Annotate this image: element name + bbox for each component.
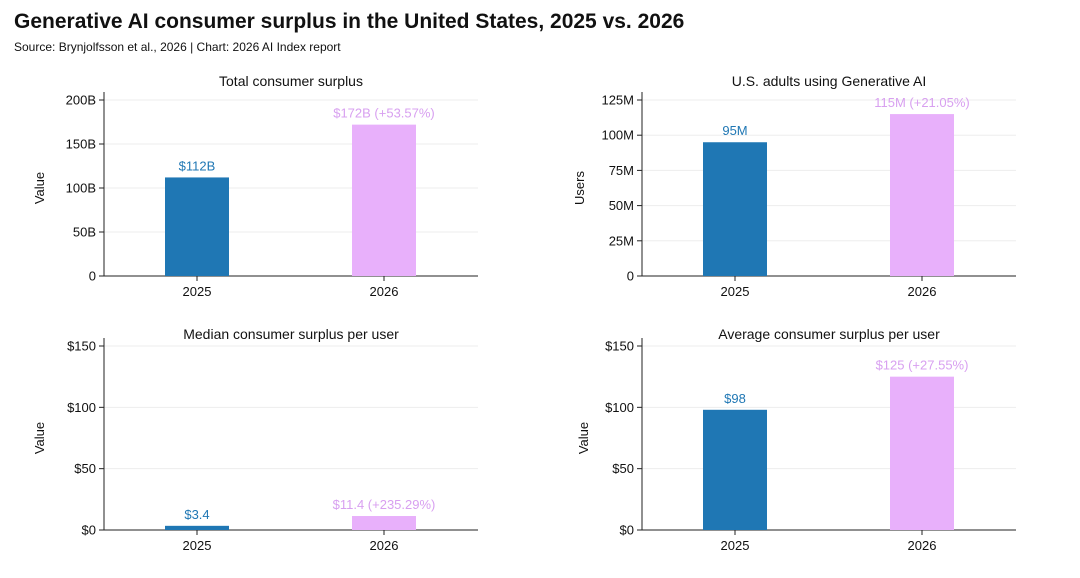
panel-title: Average consumer surplus per user: [718, 326, 940, 342]
bar-2026: [352, 124, 416, 276]
y-tick-label: 200B: [66, 93, 96, 108]
y-tick-label: $100: [605, 400, 634, 415]
y-tick-label: $150: [67, 339, 96, 354]
bar-2026: [890, 114, 954, 276]
y-axis-label: Value: [32, 172, 47, 204]
x-tick-label: 2025: [183, 284, 212, 299]
y-axis-label: Value: [32, 422, 47, 454]
panel-title: Total consumer surplus: [219, 73, 363, 89]
panel-title: Median consumer surplus per user: [183, 326, 399, 342]
bar-2026: [890, 376, 954, 530]
data-label-2026: $125 (+27.55%): [876, 358, 969, 373]
data-label-2026: 115M (+21.05%): [874, 95, 970, 110]
chart-main-title: Generative AI consumer surplus in the Un…: [14, 10, 685, 33]
x-tick-label: 2026: [908, 284, 937, 299]
y-tick-label: 0: [89, 269, 96, 284]
x-tick-label: 2026: [370, 538, 399, 553]
data-label-2026: $172B (+53.57%): [333, 106, 435, 121]
panel-title: U.S. adults using Generative AI: [732, 73, 927, 89]
y-tick-label: $100: [67, 400, 96, 415]
bar-2025: [165, 177, 229, 276]
y-tick-label: 50B: [73, 225, 96, 240]
y-axis-label: Users: [572, 171, 587, 205]
chart-source-note: Source: Brynjolfsson et al., 2026 | Char…: [14, 40, 341, 54]
data-label-2025: $98: [724, 391, 746, 406]
y-tick-label: 0: [627, 269, 634, 284]
x-tick-label: 2026: [908, 538, 937, 553]
y-tick-label: 100B: [66, 181, 96, 196]
y-tick-label: $50: [612, 461, 634, 476]
y-tick-label: $150: [605, 339, 634, 354]
y-tick-label: $0: [620, 523, 634, 538]
y-tick-label: 125M: [601, 93, 634, 108]
y-tick-label: 100M: [601, 128, 634, 143]
y-tick-label: 150B: [66, 137, 96, 152]
y-tick-label: $0: [82, 523, 96, 538]
y-tick-label: 75M: [609, 163, 634, 178]
data-label-2025: $3.4: [184, 507, 209, 522]
x-tick-label: 2025: [721, 538, 750, 553]
data-label-2025: $112B: [179, 158, 216, 173]
x-tick-label: 2025: [183, 538, 212, 553]
x-tick-label: 2025: [721, 284, 750, 299]
y-tick-label: $50: [74, 461, 96, 476]
data-label-2026: $11.4 (+235.29%): [333, 497, 436, 512]
bar-2025: [165, 525, 229, 530]
data-label-2025: 95M: [722, 123, 747, 138]
bar-2026: [352, 516, 416, 530]
y-axis-label: Value: [576, 422, 591, 454]
bar-2025: [703, 409, 767, 530]
y-tick-label: 50M: [609, 198, 634, 213]
x-tick-label: 2026: [370, 284, 399, 299]
y-tick-label: 25M: [609, 233, 634, 248]
bar-2025: [703, 142, 767, 276]
